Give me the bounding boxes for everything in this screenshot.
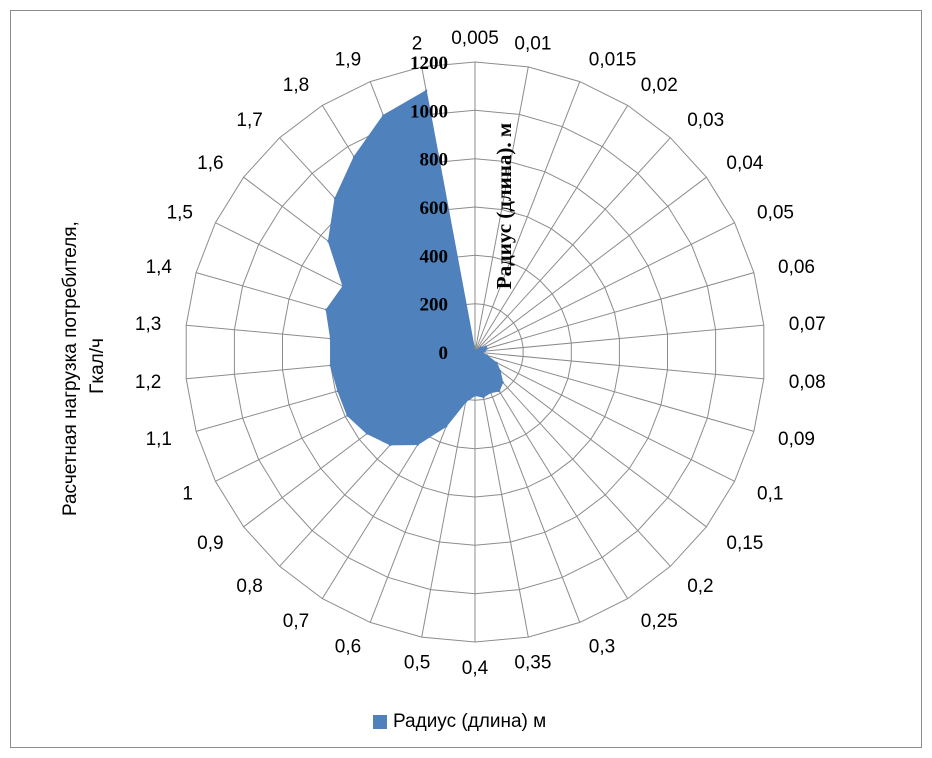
series-point-10: [485, 354, 488, 357]
series-point-18: [464, 400, 467, 404]
tick-label-600: 600: [420, 198, 449, 219]
series-point-9: [481, 351, 484, 354]
series-point-19: [445, 425, 448, 428]
series-point-22: [365, 432, 369, 435]
legend: Радиус (длина) м: [373, 710, 546, 734]
series-point-33: [425, 89, 428, 92]
category-label-4: 0,03: [687, 110, 724, 131]
series-point-32: [382, 114, 385, 117]
category-label-32: 1,9: [335, 49, 361, 70]
series-point-12: [498, 369, 502, 373]
category-label-15: 0,3: [589, 637, 615, 658]
series-point-25: [329, 364, 332, 367]
spoke-1: [474, 66, 529, 353]
series-point-30: [333, 197, 337, 200]
tick-label-1200: 1200: [410, 53, 448, 74]
spoke-14: [474, 351, 629, 599]
spoke-13: [474, 351, 671, 567]
category-label-18: 0,5: [404, 653, 430, 674]
spoke-9: [474, 351, 764, 380]
category-label-20: 0,7: [283, 611, 309, 632]
spoke-11: [474, 351, 735, 482]
category-label-1: 0,01: [514, 33, 551, 54]
category-label-11: 0,1: [757, 483, 783, 504]
category-label-26: 1,3: [135, 314, 161, 335]
series-point-31: [352, 155, 356, 158]
series-point-6: [484, 345, 487, 348]
spoke-15: [474, 351, 581, 623]
tick-label-400: 400: [420, 246, 449, 267]
tick-label-200: 200: [420, 295, 449, 316]
series-point-27: [325, 308, 328, 311]
category-label-5: 0,04: [726, 153, 763, 174]
category-label-3: 0,02: [641, 75, 678, 96]
category-label-29: 1,6: [197, 153, 223, 174]
category-label-21: 0,8: [236, 576, 262, 597]
spoke-12: [474, 351, 707, 528]
series-point-23: [346, 414, 349, 417]
category-label-8: 0,07: [789, 314, 826, 335]
series-point-11: [495, 361, 498, 364]
series-point-16: [482, 395, 485, 399]
y-axis-title: Расчетная нагрузка потребителя, Гкал/ч: [60, 216, 108, 516]
category-label-2: 0,015: [589, 49, 637, 70]
series-point-21: [389, 443, 392, 447]
category-label-14: 0,25: [641, 611, 678, 632]
spoke-3: [474, 105, 629, 353]
spoke-7: [474, 272, 755, 353]
category-label-16: 0,35: [514, 653, 551, 674]
legend-swatch: [373, 715, 387, 729]
category-label-23: 1: [182, 483, 193, 504]
spoke-5: [474, 176, 707, 353]
category-label-24: 1,1: [146, 429, 172, 450]
spoke-8: [474, 324, 764, 353]
series-point-29: [327, 240, 330, 243]
category-label-9: 0,08: [789, 372, 826, 393]
category-label-28: 1,5: [167, 203, 193, 224]
spoke-2: [474, 81, 581, 353]
spoke-6: [474, 222, 735, 353]
series-point-20: [416, 443, 419, 446]
series-point-28: [341, 285, 345, 288]
series-point-15: [489, 391, 492, 394]
category-label-22: 0,9: [197, 533, 223, 554]
category-label-27: 1,4: [146, 257, 173, 278]
series-point-26: [329, 337, 332, 340]
y-axis-title-line-2: Гкал/ч: [87, 338, 108, 394]
series-point-4: [475, 349, 478, 352]
radar-series: [325, 89, 504, 447]
y-axis-title-line-1: Расчетная нагрузка потребителя,: [60, 221, 81, 516]
category-label-0: 0,005: [451, 28, 499, 49]
category-label-17: 0,4: [462, 658, 489, 679]
category-label-7: 0,06: [778, 257, 815, 278]
category-label-13: 0,2: [687, 576, 713, 597]
category-label-6: 0,05: [757, 203, 794, 224]
spoke-16: [474, 351, 529, 638]
tick-label-1000: 1000: [410, 101, 448, 122]
series-point-5: [479, 346, 482, 349]
series-point-13: [501, 381, 504, 384]
tick-label-0: 0: [439, 343, 449, 364]
category-label-30: 1,7: [236, 110, 262, 131]
series-point-24: [336, 389, 340, 393]
series-point-8: [483, 349, 486, 353]
category-label-31: 1,8: [283, 75, 309, 96]
series-point-14: [498, 389, 501, 393]
category-label-19: 0,6: [335, 637, 361, 658]
category-label-33: 2: [412, 33, 423, 54]
tick-label-800: 800: [420, 150, 449, 171]
spoke-4: [474, 137, 671, 353]
radial-tick-labels: 0 200 400 600 800 1000 1200: [410, 53, 448, 364]
series-point-7: [485, 347, 488, 350]
radial-axis-title: Радиус (длина). м: [492, 123, 516, 289]
legend-label: Радиус (длина) м: [393, 711, 547, 732]
category-label-10: 0,09: [778, 429, 815, 450]
spoke-10: [474, 351, 755, 432]
category-label-25: 1,2: [135, 372, 161, 393]
category-label-12: 0,15: [726, 533, 763, 554]
series-point-3: [473, 350, 477, 354]
series-point-17: [473, 394, 477, 397]
